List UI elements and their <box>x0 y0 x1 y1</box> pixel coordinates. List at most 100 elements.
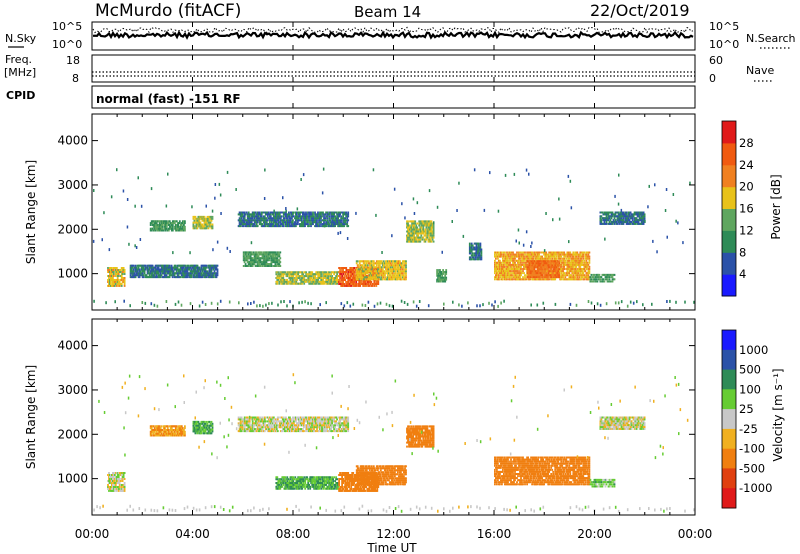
range-gate-cell <box>382 276 385 279</box>
range-gate-cell <box>357 276 360 279</box>
range-gate-cell <box>567 253 570 256</box>
range-gate-cell <box>615 222 618 225</box>
range-gate-cell <box>551 251 554 254</box>
range-gate-cell <box>577 274 580 277</box>
range-gate-cell <box>575 274 578 277</box>
range-gate-cell <box>387 278 389 281</box>
range-gate-cell <box>583 278 586 281</box>
range-gate-cell <box>211 217 214 220</box>
range-gate-cell <box>279 219 282 222</box>
range-gate-cell <box>558 251 561 254</box>
range-gate-cell <box>183 274 186 277</box>
range-gate-cell <box>193 221 196 224</box>
range-gate-cell <box>635 213 638 216</box>
range-gate-cell <box>408 226 410 229</box>
range-gate-cell <box>608 222 611 225</box>
range-gate-cell <box>549 262 552 265</box>
range-gate-cell <box>515 239 517 243</box>
range-gate-cell <box>316 223 318 226</box>
range-gate-cell <box>153 274 156 277</box>
range-gate-cell <box>342 225 344 228</box>
range-gate-cell <box>553 264 556 267</box>
range-gate-cell <box>417 236 420 239</box>
range-gate-cell <box>255 213 258 216</box>
range-gate-cell <box>260 213 263 216</box>
range-gate-cell <box>543 253 545 256</box>
range-gate-cell <box>611 221 614 223</box>
range-gate-cell <box>470 242 473 245</box>
range-gate-cell <box>363 266 366 269</box>
range-gate-cell <box>162 276 165 279</box>
range-gate-cell <box>527 253 529 256</box>
range-gate-cell <box>502 265 504 268</box>
range-gate-cell <box>432 234 435 237</box>
range-gate-cell <box>380 260 383 263</box>
range-gate-cell <box>315 225 317 228</box>
noise-traces <box>92 26 694 40</box>
range-gate-cell <box>304 275 307 278</box>
range-gate-cell <box>544 264 547 267</box>
range-gate-cell <box>580 255 583 258</box>
range-gate-cell <box>569 278 572 281</box>
range-gate-cell <box>368 264 371 267</box>
range-gate-cell <box>197 276 200 279</box>
range-gate-cell <box>547 272 550 275</box>
range-gate-cell <box>292 282 295 285</box>
range-gate-cell <box>307 278 310 281</box>
range-gate-cell <box>527 266 530 269</box>
range-gate-cell <box>279 280 282 283</box>
range-gate-cell <box>353 271 356 273</box>
range-gate-cell <box>563 253 566 256</box>
range-gate-cell <box>331 221 333 224</box>
range-gate-cell <box>294 280 297 283</box>
range-gate-cell <box>558 264 561 267</box>
range-gate-cell <box>335 223 337 226</box>
range-gate-cell <box>506 265 508 268</box>
range-gate-cell <box>571 253 574 256</box>
range-gate-cell <box>226 246 229 250</box>
range-gate-cell <box>607 217 610 220</box>
range-gate-cell <box>508 251 510 254</box>
range-gate-cell <box>571 270 574 273</box>
range-gate-cell <box>545 266 548 269</box>
nsearch-tick-bottom: 10^0 <box>709 38 739 51</box>
range-gate-cell <box>497 304 499 308</box>
range-gate-cell <box>517 272 519 275</box>
range-gate-cell <box>583 251 586 254</box>
range-gate-cell <box>269 251 272 254</box>
range-gate-cell <box>441 276 443 279</box>
range-gate-cell <box>210 219 213 222</box>
range-gate-cell <box>505 261 507 264</box>
range-gate-cell <box>200 217 203 220</box>
range-gate-cell <box>524 278 526 281</box>
range-gate-cell <box>374 270 377 273</box>
range-gate-cell <box>198 223 201 226</box>
range-gate-cell <box>404 264 406 267</box>
range-gate-cell <box>153 227 156 230</box>
range-gate-cell <box>387 270 389 273</box>
range-gate-cell <box>293 278 296 281</box>
range-gate-cell <box>200 276 203 279</box>
range-gate-cell <box>270 251 273 254</box>
range-gate-cell <box>604 217 607 220</box>
range-gate-cell <box>599 221 602 223</box>
range-gate-cell <box>280 211 283 214</box>
range-gate-cell <box>612 219 615 222</box>
range-gate-cell <box>113 283 116 285</box>
range-gate-cell <box>528 251 530 254</box>
range-gate-cell <box>330 277 332 279</box>
range-gate-cell <box>300 211 302 214</box>
range-gate-cell <box>259 215 262 218</box>
range-gate-cell <box>297 211 299 214</box>
range-gate-cell <box>260 223 263 226</box>
range-gate-cell <box>147 276 150 279</box>
range-gate-cell <box>501 268 503 270</box>
range-gate-cell <box>241 223 244 226</box>
range-gate-cell <box>534 266 537 269</box>
range-gate-cell <box>239 211 242 214</box>
range-gate-cell <box>368 268 371 271</box>
range-gate-cell <box>341 271 343 273</box>
range-gate-cell <box>265 259 268 262</box>
range-gate-cell <box>262 225 265 228</box>
range-gate-cell <box>299 278 302 281</box>
